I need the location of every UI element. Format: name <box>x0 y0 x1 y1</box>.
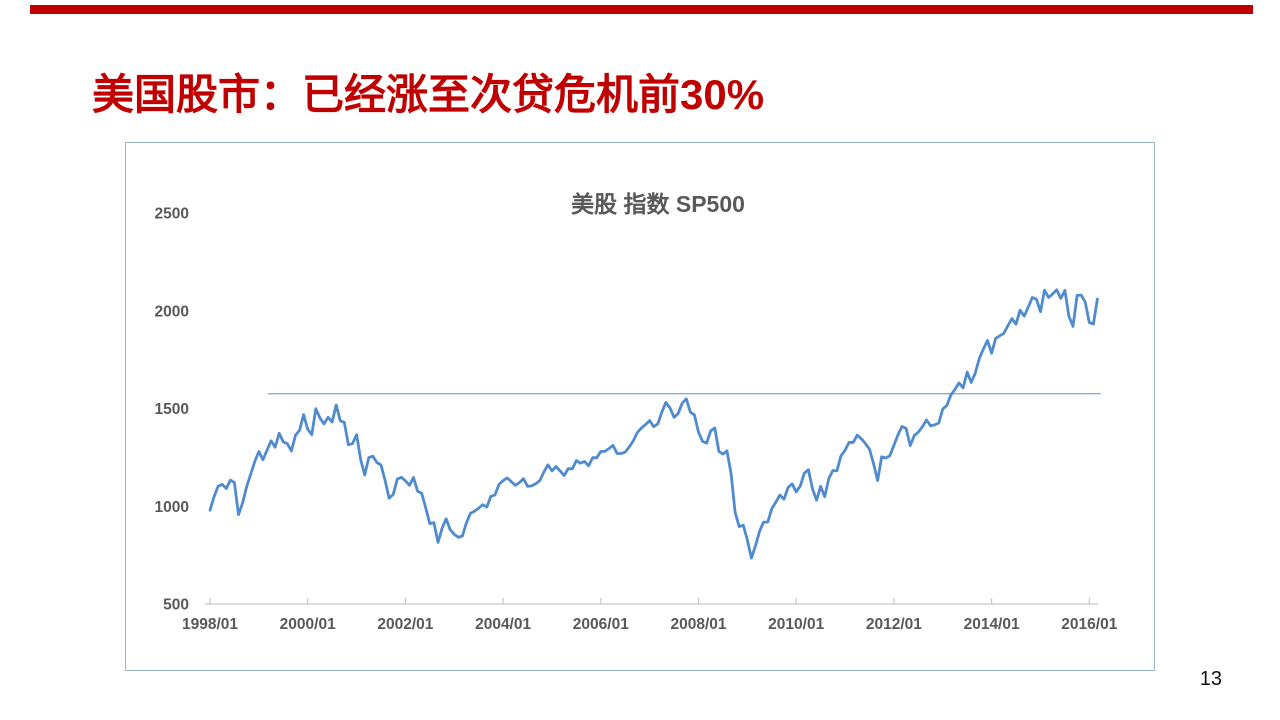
svg-text:2010/01: 2010/01 <box>768 616 824 633</box>
svg-text:2014/01: 2014/01 <box>964 616 1020 633</box>
chart-frame: 2500 2000 1500 1000 500 1998/01 2000/01 2002/01… <box>125 142 1155 671</box>
svg-text:2012/01: 2012/01 <box>866 616 922 633</box>
svg-text:1500: 1500 <box>155 401 189 418</box>
sp500-line-chart: 2500 2000 1500 1000 500 1998/01 2000/01 2002/01… <box>155 206 1118 634</box>
svg-text:2000/01: 2000/01 <box>280 616 336 633</box>
slide-title: 美国股市：已经涨至次贷危机前30% <box>92 71 765 118</box>
top-accent-bar <box>30 5 1253 14</box>
svg-text:2004/01: 2004/01 <box>475 616 531 633</box>
page-number: 13 <box>1199 668 1222 690</box>
svg-text:2008/01: 2008/01 <box>670 616 726 633</box>
svg-text:500: 500 <box>163 597 189 614</box>
chart-title: 美股 指数 SP500 <box>571 191 745 217</box>
svg-text:1998/01: 1998/01 <box>182 616 238 633</box>
svg-text:2006/01: 2006/01 <box>573 616 629 633</box>
svg-text:2000: 2000 <box>155 303 189 320</box>
svg-text:2500: 2500 <box>155 206 189 223</box>
svg-text:1000: 1000 <box>155 499 189 516</box>
svg-text:2002/01: 2002/01 <box>377 616 433 633</box>
svg-text:2016/01: 2016/01 <box>1061 616 1117 633</box>
